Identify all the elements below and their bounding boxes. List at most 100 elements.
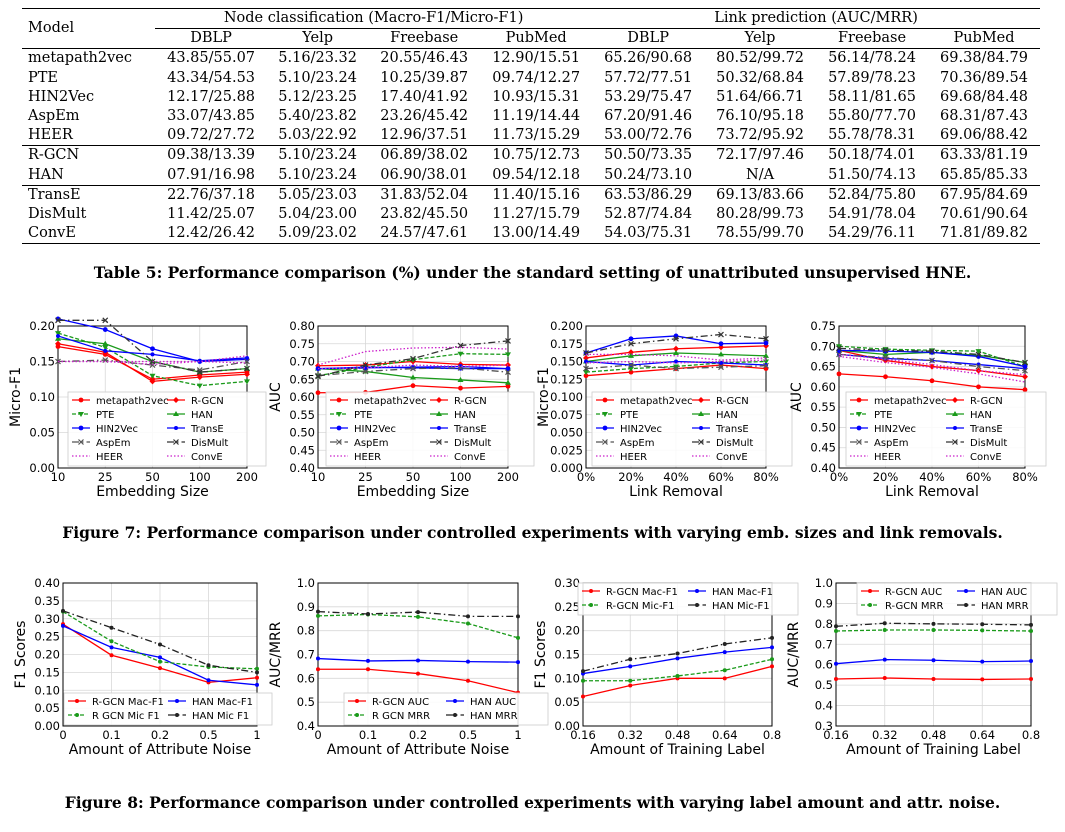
data-point	[366, 611, 370, 616]
y-tick-label: 0.05	[34, 701, 60, 715]
data-point	[964, 589, 968, 593]
legend-label: PTE	[96, 410, 114, 421]
data-point	[882, 354, 889, 361]
data-point	[336, 412, 342, 417]
chart-label-auc: 0.3 0.4 0.5 0.6 0.7 0.8 0.9 1.0 0.16 0.32 0.48 0.64…	[786, 576, 1058, 758]
data-point	[698, 397, 704, 403]
data-point	[834, 661, 838, 666]
data-point	[856, 425, 862, 431]
legend-label: R-GCN Mac-F1	[92, 697, 164, 708]
data-point	[931, 627, 936, 632]
table-cell: N/A	[746, 166, 775, 183]
data-point	[883, 374, 888, 380]
model-name: TransE	[28, 186, 81, 203]
x-tick-label: 100	[189, 470, 211, 484]
table-cell: 20.55/46.43	[380, 50, 469, 67]
data-point	[581, 678, 585, 683]
legend-label: R GCN Mic F1	[92, 711, 160, 722]
y-tick-label: 0.7	[297, 648, 315, 662]
data-point	[102, 340, 109, 346]
node-classification-header: Node classification (Macro-F1/Micro-F1)	[155, 8, 593, 30]
y-tick-label: 0.025	[550, 443, 583, 457]
y-tick-label: 0.10	[34, 683, 60, 697]
x-tick-label: 0.1	[359, 728, 377, 742]
legend-label: ConvE	[191, 452, 223, 463]
x-tick-label: 0.5	[459, 728, 477, 742]
y-tick-label: 0.6	[297, 671, 315, 685]
data-point	[856, 397, 862, 403]
data-point	[718, 344, 724, 351]
data-point	[836, 371, 842, 377]
data-point	[466, 621, 470, 626]
data-point	[718, 341, 724, 347]
chart-removal-microf1: 0.000 0.025 0.050 0.075 0.100 0.125 0.150 0.175…	[536, 319, 793, 500]
data-point	[175, 713, 179, 717]
y-tick-label: 0.60	[810, 380, 836, 394]
y-tick-label: 0.9	[297, 600, 315, 614]
model-name: HIN2Vec	[28, 88, 95, 105]
data-point	[78, 425, 84, 431]
data-point	[336, 397, 342, 403]
data-point	[929, 357, 935, 364]
data-point	[1029, 622, 1033, 627]
data-point	[602, 439, 608, 445]
x-tick-label: 0%	[830, 470, 848, 484]
data-point	[362, 362, 369, 368]
legend-label: AspEm	[874, 438, 908, 449]
data-point	[336, 425, 342, 431]
y-tick-label: 0.65	[810, 360, 836, 374]
data-point	[1022, 387, 1028, 393]
legend-label: HEER	[96, 452, 123, 463]
data-point	[628, 352, 634, 358]
table-cell: 09.54/12.18	[492, 166, 581, 183]
data-point	[316, 609, 320, 614]
chart-label-f1: 0.00 0.05 0.10 0.15 0.20 0.25 0.30 0.16 0.32 0.48…	[533, 576, 799, 758]
data-point	[834, 629, 838, 634]
data-point	[628, 683, 633, 688]
series-line	[58, 355, 248, 365]
y-tick-label: 0.000	[550, 461, 583, 475]
x-tick-label: 1	[253, 728, 260, 742]
table-row: TransE 22.76/37.18 5.05/23.03 31.83/52.04 11…	[22, 185, 1040, 205]
data-point	[929, 348, 935, 355]
data-point	[55, 317, 61, 324]
data-point	[436, 439, 442, 445]
legend-label: HIN2Vec	[874, 424, 916, 435]
data-point	[173, 439, 179, 445]
y-tick-label: 0.05	[554, 695, 580, 709]
data-point	[931, 658, 936, 663]
data-point	[410, 357, 416, 363]
data-point	[516, 660, 520, 665]
col-header: DBLP	[627, 30, 669, 47]
data-point	[673, 349, 679, 355]
y-tick-label: 0.40	[810, 461, 836, 475]
table-cell: 06.89/38.02	[380, 147, 469, 164]
data-point	[196, 374, 203, 381]
y-tick-label: 0.15	[29, 355, 55, 369]
data-point	[149, 378, 156, 385]
table-cell: 67.95/84.69	[940, 186, 1028, 203]
legend-label: R-GCN AUC	[372, 697, 429, 708]
data-point	[457, 342, 464, 349]
table-row: ConvE 12.42/26.42 5.09/23.02 24.57/47.61 13.…	[22, 224, 1040, 244]
data-point	[931, 621, 936, 626]
data-point	[78, 412, 84, 417]
data-point	[882, 627, 887, 632]
data-point	[628, 664, 633, 669]
data-point	[150, 352, 155, 357]
table-cell: 24.57/47.61	[380, 225, 469, 242]
data-point	[316, 613, 320, 618]
y-tick-label: 0.50	[810, 420, 836, 434]
y-tick-label: 0.00	[29, 461, 55, 475]
table-cell: 11.73/15.29	[492, 127, 581, 144]
x-tick-label: 20%	[618, 470, 644, 484]
table-cell: 76.10/95.18	[716, 108, 805, 125]
data-point	[255, 675, 259, 680]
data-point	[581, 694, 585, 699]
model-name: DisMult	[28, 206, 87, 223]
table-cell: 54.03/75.31	[604, 225, 693, 242]
data-point	[699, 426, 703, 430]
table-cell: 80.52/99.72	[716, 50, 805, 67]
legend-label: HIN2Vec	[620, 424, 662, 435]
x-tick-label: 0.8	[1022, 728, 1040, 742]
